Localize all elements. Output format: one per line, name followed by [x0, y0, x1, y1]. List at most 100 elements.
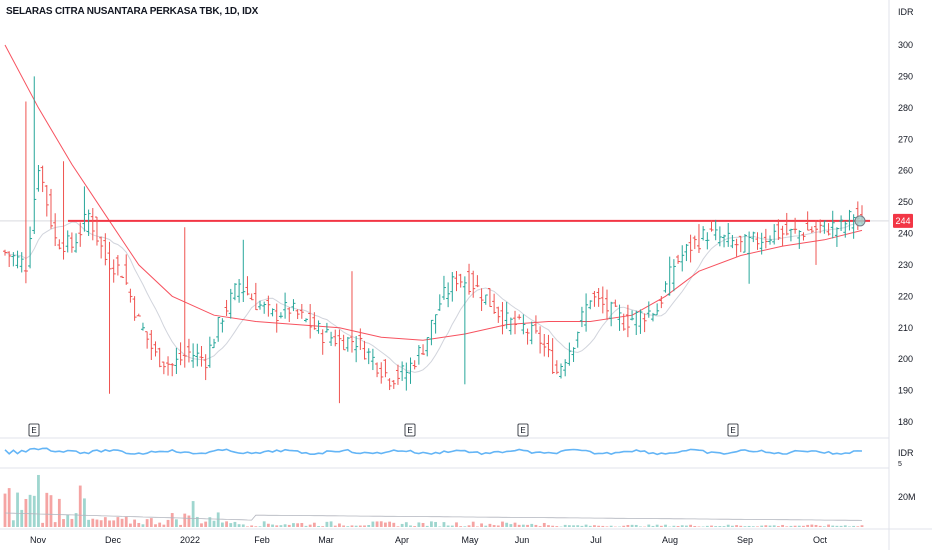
ohlc-bar — [446, 282, 451, 308]
volume-bar — [685, 525, 688, 527]
volume-bar — [735, 525, 738, 527]
ohlc-bar — [692, 235, 697, 250]
ohlc-bar — [559, 363, 564, 379]
ohlc-bar — [149, 329, 154, 360]
ohlc-bar — [567, 342, 572, 366]
volume-bar — [572, 525, 575, 527]
volume-bar — [237, 524, 241, 527]
volume-bar — [275, 525, 279, 527]
earnings-marker-box — [28, 423, 40, 437]
volume-bar — [517, 524, 521, 527]
ohlc-bar — [588, 300, 593, 310]
ohlc-bar — [7, 251, 12, 267]
volume-bar — [818, 525, 822, 527]
price-tick-label: 210 — [898, 323, 913, 333]
ohlc-bar — [646, 301, 651, 318]
volume-bar — [802, 525, 805, 527]
volume-bar — [835, 525, 839, 527]
ohlc-bar — [195, 343, 200, 367]
ohlc-bar — [324, 322, 329, 333]
volume-bar — [672, 525, 676, 527]
ohlc-bar — [492, 293, 497, 314]
ohlc-bar — [604, 289, 609, 320]
ohlc-bar — [508, 317, 513, 335]
ohlc-bar — [575, 331, 580, 348]
volume-bar — [588, 525, 592, 527]
last-price-marker — [854, 215, 866, 227]
ohlc-bar — [533, 315, 538, 334]
ohlc-bar — [450, 272, 455, 302]
volume-bar — [743, 526, 747, 527]
volume-bar — [806, 524, 810, 527]
volume-bar — [62, 519, 65, 527]
volume-bar — [220, 522, 224, 527]
volume-bar — [200, 523, 203, 527]
volume-bar — [747, 525, 751, 527]
volume-bar — [271, 524, 274, 527]
ohlc-bar — [834, 227, 839, 247]
moving-average-short — [4, 221, 863, 373]
ohlc-bar — [755, 232, 760, 250]
volume-bar — [363, 525, 366, 527]
ohlc-bar — [245, 276, 250, 296]
volume-bar — [651, 525, 655, 527]
volume-bar — [413, 526, 417, 527]
volume-bar — [321, 526, 325, 527]
volume-bar — [693, 526, 697, 527]
ohlc-bar — [676, 254, 681, 264]
ohlc-bar — [232, 283, 237, 301]
volume-bar — [496, 525, 500, 527]
volume-bar — [421, 522, 425, 527]
volume-bar — [212, 520, 216, 527]
volume-bar — [659, 525, 663, 527]
ohlc-bar — [44, 185, 49, 217]
price-tick-label: 230 — [898, 260, 913, 270]
ohlc-bar — [291, 299, 296, 312]
ohlc-bar — [99, 236, 104, 259]
ohlc-bar — [65, 230, 70, 253]
ohlc-bar — [722, 234, 727, 248]
ohlc-bar — [370, 348, 375, 371]
volume-bar — [630, 524, 634, 527]
ohlc-bar — [140, 322, 145, 331]
ohlc-bar — [358, 328, 363, 350]
ohlc-bar — [366, 348, 371, 365]
volume-bar — [317, 526, 320, 527]
price-tick-label: 280 — [898, 103, 913, 113]
volume-bar — [166, 519, 170, 527]
ohlc-bar — [362, 340, 367, 360]
volume-bar — [542, 522, 546, 527]
ohlc-bar — [441, 275, 446, 300]
volume-bar — [375, 521, 379, 527]
ohlc-bar — [262, 301, 267, 314]
ohlc-bar — [48, 188, 53, 229]
ohlc-bar — [333, 329, 338, 347]
volume-bar — [463, 526, 467, 527]
ohlc-bar — [667, 256, 672, 296]
ohlc-bar — [550, 338, 555, 374]
ohlc-bar — [153, 341, 158, 357]
ohlc-bar — [655, 303, 660, 316]
volume-bar — [191, 501, 195, 527]
volume-bar — [74, 513, 78, 527]
ohlc-bar — [571, 347, 576, 362]
volume-bar — [580, 525, 584, 527]
volume-average-line — [4, 512, 863, 521]
ohlc-bar — [617, 304, 622, 331]
ohlc-bar — [283, 292, 288, 319]
ohlc-bar — [696, 224, 701, 254]
volume-bar — [388, 521, 392, 527]
volume-bar — [822, 526, 826, 527]
volume-bar — [400, 523, 404, 527]
volume-bar — [329, 521, 333, 527]
ohlc-bar — [270, 308, 275, 317]
volume-bar — [41, 522, 45, 527]
volume-bar — [28, 494, 32, 527]
price-tick-label: 270 — [898, 134, 913, 144]
volume-bar — [450, 525, 454, 527]
time-tick-label: 2022 — [180, 535, 200, 545]
ohlc-bar — [429, 319, 434, 346]
ohlc-bar — [701, 226, 706, 241]
ohlc-bar — [316, 320, 321, 334]
